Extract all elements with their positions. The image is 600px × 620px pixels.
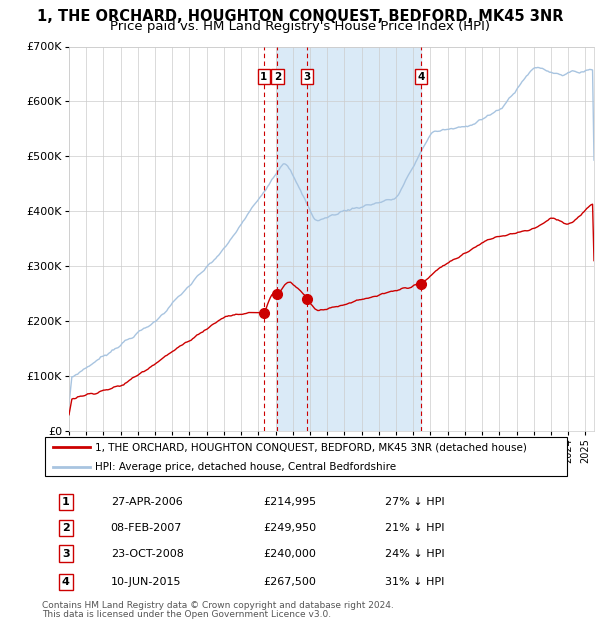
Text: 3: 3 [303, 72, 311, 82]
Text: 1, THE ORCHARD, HOUGHTON CONQUEST, BEDFORD, MK45 3NR: 1, THE ORCHARD, HOUGHTON CONQUEST, BEDFO… [37, 9, 563, 24]
Text: This data is licensed under the Open Government Licence v3.0.: This data is licensed under the Open Gov… [42, 610, 331, 619]
Text: 3: 3 [62, 549, 70, 559]
Bar [277, 46, 421, 431]
Text: HPI: Average price, detached house, Central Bedfordshire: HPI: Average price, detached house, Cent… [95, 462, 396, 472]
Text: 2: 2 [274, 72, 281, 82]
Text: £240,000: £240,000 [264, 549, 317, 559]
Text: £267,500: £267,500 [264, 577, 317, 587]
Text: 27% ↓ HPI: 27% ↓ HPI [385, 497, 445, 507]
Text: 31% ↓ HPI: 31% ↓ HPI [385, 577, 445, 587]
Text: 2: 2 [62, 523, 70, 533]
FancyBboxPatch shape [44, 437, 568, 476]
Text: 21% ↓ HPI: 21% ↓ HPI [385, 523, 445, 533]
Text: £214,995: £214,995 [264, 497, 317, 507]
Text: 27-APR-2006: 27-APR-2006 [110, 497, 182, 507]
Text: 1: 1 [62, 497, 70, 507]
Text: 4: 4 [417, 72, 425, 82]
Text: Price paid vs. HM Land Registry's House Price Index (HPI): Price paid vs. HM Land Registry's House … [110, 20, 490, 33]
Text: 24% ↓ HPI: 24% ↓ HPI [385, 549, 445, 559]
Text: 23-OCT-2008: 23-OCT-2008 [110, 549, 184, 559]
Text: Contains HM Land Registry data © Crown copyright and database right 2024.: Contains HM Land Registry data © Crown c… [42, 601, 394, 611]
Text: 08-FEB-2007: 08-FEB-2007 [110, 523, 182, 533]
Text: £249,950: £249,950 [264, 523, 317, 533]
Text: 1, THE ORCHARD, HOUGHTON CONQUEST, BEDFORD, MK45 3NR (detached house): 1, THE ORCHARD, HOUGHTON CONQUEST, BEDFO… [95, 442, 527, 452]
Text: 10-JUN-2015: 10-JUN-2015 [110, 577, 181, 587]
Text: 4: 4 [62, 577, 70, 587]
Text: 1: 1 [260, 72, 268, 82]
